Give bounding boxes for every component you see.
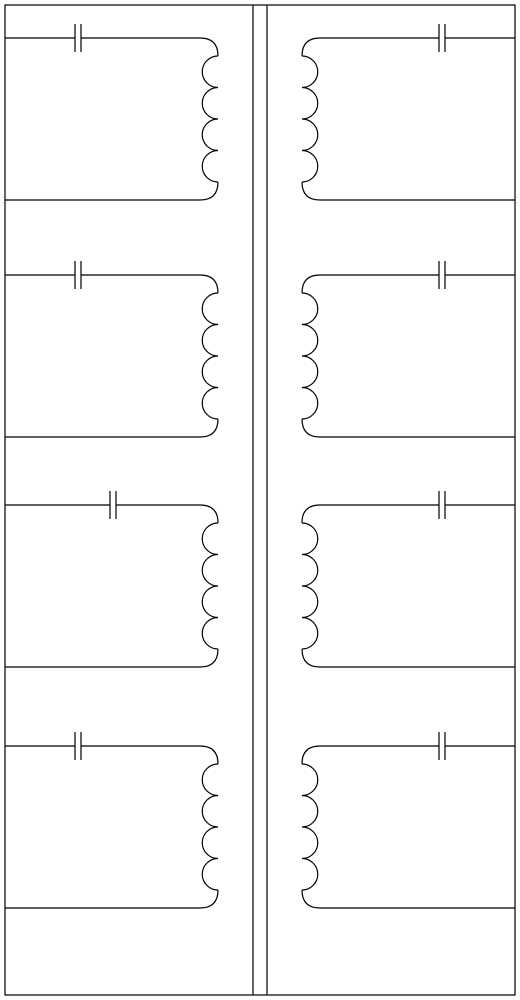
circuit-diagram bbox=[0, 0, 520, 1000]
